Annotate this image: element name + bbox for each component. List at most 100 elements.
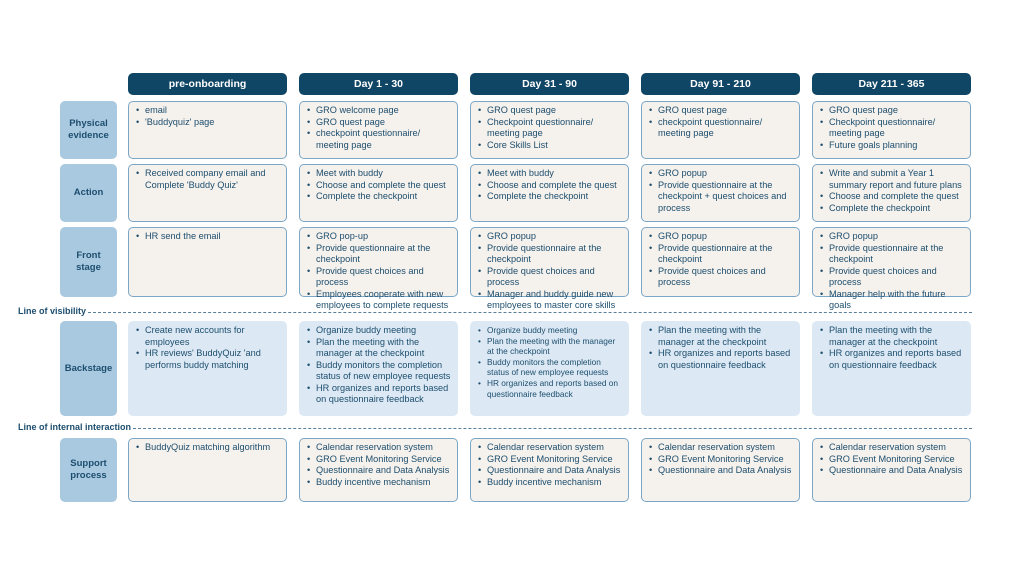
blueprint-cell-support-process-day-1-30: Calendar reservation systemGRO Event Mon… [299, 438, 458, 502]
row-label-action: Action [60, 164, 117, 222]
row-label-text: Action [73, 187, 104, 198]
blueprint-cell-support-process-day-91-210: Calendar reservation systemGRO Event Mon… [641, 438, 800, 502]
bullet-list: GRO quest pagecheckpoint questionnaire/ … [646, 105, 795, 140]
list-item: Provide quest choices and process [307, 266, 453, 289]
list-item: Questionnaire and Data Analysis [820, 465, 966, 477]
list-item: GRO quest page [307, 117, 453, 129]
bullet-list: Meet with buddyChoose and complete the q… [475, 168, 624, 203]
dashed-divider [88, 311, 972, 313]
list-item: Calendar reservation system [478, 442, 624, 454]
bullet-list: Organize buddy meetingPlan the meeting w… [475, 325, 624, 399]
list-item: email [136, 105, 282, 117]
bullet-list: GRO quest pageCheckpoint questionnaire/ … [817, 105, 966, 151]
bullet-list: Calendar reservation systemGRO Event Mon… [646, 442, 795, 477]
list-item: Meet with buddy [478, 168, 624, 180]
list-item: Calendar reservation system [649, 442, 795, 454]
bullet-list: Calendar reservation systemGRO Event Mon… [475, 442, 624, 488]
blueprint-cell-action-day-211-365: Write and submit a Year 1 summary report… [812, 164, 971, 222]
list-item: HR reviews' BuddyQuiz 'and performs budd… [136, 348, 282, 371]
list-item: Complete the checkpoint [307, 191, 453, 203]
list-item: Buddy monitors the completion status of … [478, 357, 624, 378]
bullet-list: GRO popupProvide questionnaire at the ch… [646, 231, 795, 289]
list-item: BuddyQuiz matching algorithm [136, 442, 282, 454]
line-of-visibility: Line of visibility [18, 305, 972, 317]
phase-header-day-31-90: Day 31 - 90 [470, 73, 629, 95]
list-item: Choose and complete the quest [478, 180, 624, 192]
bullet-list: Calendar reservation systemGRO Event Mon… [304, 442, 453, 488]
bullet-list: Meet with buddyChoose and complete the q… [304, 168, 453, 203]
blueprint-cell-physical-evidence-pre-onboarding: email'Buddyquiz' page [128, 101, 287, 159]
bullet-list: GRO pop-upProvide questionnaire at the c… [304, 231, 453, 312]
blueprint-cell-backstage-day-91-210: Plan the meeting with the manager at the… [641, 321, 800, 416]
blueprint-cell-physical-evidence-day-211-365: GRO quest pageCheckpoint questionnaire/ … [812, 101, 971, 159]
blueprint-cell-support-process-pre-onboarding: BuddyQuiz matching algorithm [128, 438, 287, 502]
list-item: 'Buddyquiz' page [136, 117, 282, 129]
row-label-support-process: Support process [60, 438, 117, 502]
bullet-list: GRO popupProvide questionnaire at the ch… [475, 231, 624, 312]
list-item: Organize buddy meeting [307, 325, 453, 337]
row-label-text: Physical evidence [68, 118, 109, 141]
bullet-list: BuddyQuiz matching algorithm [133, 442, 282, 454]
list-item: GRO popup [649, 168, 795, 180]
bullet-list: Organize buddy meetingPlan the meeting w… [304, 325, 453, 406]
list-item: Manager and buddy guide new employees to… [478, 289, 624, 312]
bullet-list: Create new accounts for employeesHR revi… [133, 325, 282, 371]
list-item: Meet with buddy [307, 168, 453, 180]
blueprint-cell-front-stage-day-211-365: GRO popupProvide questionnaire at the ch… [812, 227, 971, 310]
list-item: Provide questionnaire at the checkpoint [649, 243, 795, 266]
list-item: Provide questionnaire at the checkpoint [820, 243, 966, 266]
list-item: HR organizes and reports based on questi… [820, 348, 966, 371]
blueprint-cell-front-stage-day-31-90: GRO popupProvide questionnaire at the ch… [470, 227, 629, 310]
blueprint-cell-front-stage-day-1-30: GRO pop-upProvide questionnaire at the c… [299, 227, 458, 310]
list-item: Employees cooperate with new employees t… [307, 289, 453, 312]
list-item: Plan the meeting with the manager at the… [478, 336, 624, 357]
row-label-front-stage: Front stage [60, 227, 117, 297]
bullet-list: GRO popupProvide questionnaire at the ch… [646, 168, 795, 214]
blueprint-cell-physical-evidence-day-31-90: GRO quest pageCheckpoint questionnaire/ … [470, 101, 629, 159]
blueprint-cell-physical-evidence-day-91-210: GRO quest pagecheckpoint questionnaire/ … [641, 101, 800, 159]
list-item: HR organizes and reports based on questi… [307, 383, 453, 406]
line-of-internal-interaction: Line of internal interaction [18, 421, 972, 433]
blueprint-cell-backstage-day-1-30: Organize buddy meetingPlan the meeting w… [299, 321, 458, 416]
list-item: GRO quest page [478, 105, 624, 117]
list-item: GRO quest page [820, 105, 966, 117]
list-item: Choose and complete the quest [820, 191, 966, 203]
list-item: Calendar reservation system [820, 442, 966, 454]
bullet-list: GRO quest pageCheckpoint questionnaire/ … [475, 105, 624, 151]
row-label-text: Support process [70, 458, 107, 481]
list-item: GRO Event Monitoring Service [478, 454, 624, 466]
blueprint-cell-backstage-pre-onboarding: Create new accounts for employeesHR revi… [128, 321, 287, 416]
bullet-list: GRO popupProvide questionnaire at the ch… [817, 231, 966, 312]
list-item: Complete the checkpoint [478, 191, 624, 203]
list-item: HR organizes and reports based on questi… [649, 348, 795, 371]
list-item: Provide questionnaire at the checkpoint [307, 243, 453, 266]
blueprint-cell-backstage-day-211-365: Plan the meeting with the manager at the… [812, 321, 971, 416]
list-item: GRO welcome page [307, 105, 453, 117]
blueprint-cell-action-day-31-90: Meet with buddyChoose and complete the q… [470, 164, 629, 222]
line-of-internal-interaction-label: Line of internal interaction [18, 422, 132, 432]
list-item: GRO quest page [649, 105, 795, 117]
list-item: Checkpoint questionnaire/ meeting page [820, 117, 966, 140]
bullet-list: Write and submit a Year 1 summary report… [817, 168, 966, 214]
blueprint-cell-action-day-1-30: Meet with buddyChoose and complete the q… [299, 164, 458, 222]
list-item: Calendar reservation system [307, 442, 453, 454]
blueprint-cell-front-stage-day-91-210: GRO popupProvide questionnaire at the ch… [641, 227, 800, 297]
row-label-text: Backstage [64, 362, 113, 374]
bullet-list: GRO welcome pageGRO quest pagecheckpoint… [304, 105, 453, 151]
blueprint-cell-action-pre-onboarding: Received company email and Complete 'Bud… [128, 164, 287, 222]
list-item: Plan the meeting with the manager at the… [820, 325, 966, 348]
row-label-text: Front stage [76, 250, 101, 273]
list-item: GRO popup [478, 231, 624, 243]
list-item: Create new accounts for employees [136, 325, 282, 348]
dashed-divider [133, 427, 972, 429]
list-item: Manager help with the future goals [820, 289, 966, 312]
bullet-list: Plan the meeting with the manager at the… [646, 325, 795, 371]
list-item: Organize buddy meeting [478, 325, 624, 336]
list-item: checkpoint questionnaire/ meeting page [307, 128, 453, 151]
blueprint-cell-action-day-91-210: GRO popupProvide questionnaire at the ch… [641, 164, 800, 222]
list-item: GRO Event Monitoring Service [820, 454, 966, 466]
list-item: GRO Event Monitoring Service [307, 454, 453, 466]
bullet-list: Calendar reservation systemGRO Event Mon… [817, 442, 966, 477]
list-item: Core Skills List [478, 140, 624, 152]
blueprint-cell-support-process-day-31-90: Calendar reservation systemGRO Event Mon… [470, 438, 629, 502]
